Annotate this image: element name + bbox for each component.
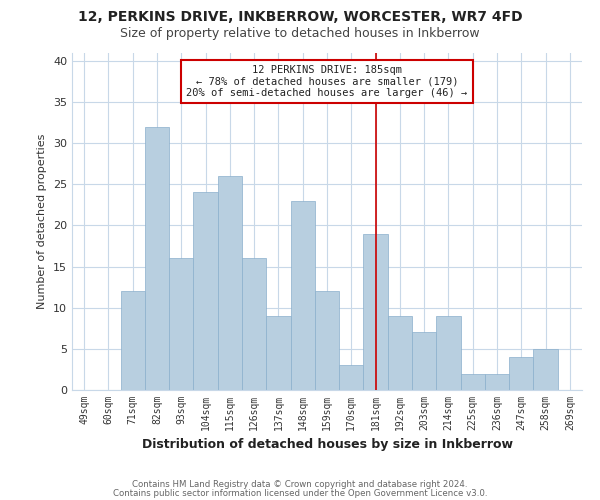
- Text: 12, PERKINS DRIVE, INKBERROW, WORCESTER, WR7 4FD: 12, PERKINS DRIVE, INKBERROW, WORCESTER,…: [77, 10, 523, 24]
- Text: Contains public sector information licensed under the Open Government Licence v3: Contains public sector information licen…: [113, 488, 487, 498]
- Bar: [290, 200, 315, 390]
- Bar: [461, 374, 485, 390]
- Bar: [509, 357, 533, 390]
- Text: Size of property relative to detached houses in Inkberrow: Size of property relative to detached ho…: [120, 28, 480, 40]
- Bar: [364, 234, 388, 390]
- Bar: [412, 332, 436, 390]
- Bar: [436, 316, 461, 390]
- Text: Contains HM Land Registry data © Crown copyright and database right 2024.: Contains HM Land Registry data © Crown c…: [132, 480, 468, 489]
- Y-axis label: Number of detached properties: Number of detached properties: [37, 134, 47, 309]
- Bar: [485, 374, 509, 390]
- Bar: [242, 258, 266, 390]
- Bar: [388, 316, 412, 390]
- Bar: [169, 258, 193, 390]
- Bar: [339, 366, 364, 390]
- Bar: [315, 291, 339, 390]
- X-axis label: Distribution of detached houses by size in Inkberrow: Distribution of detached houses by size …: [142, 438, 512, 452]
- Bar: [145, 126, 169, 390]
- Bar: [266, 316, 290, 390]
- Bar: [533, 349, 558, 390]
- Text: 12 PERKINS DRIVE: 185sqm
← 78% of detached houses are smaller (179)
20% of semi-: 12 PERKINS DRIVE: 185sqm ← 78% of detach…: [187, 65, 467, 98]
- Bar: [193, 192, 218, 390]
- Bar: [121, 291, 145, 390]
- Bar: [218, 176, 242, 390]
